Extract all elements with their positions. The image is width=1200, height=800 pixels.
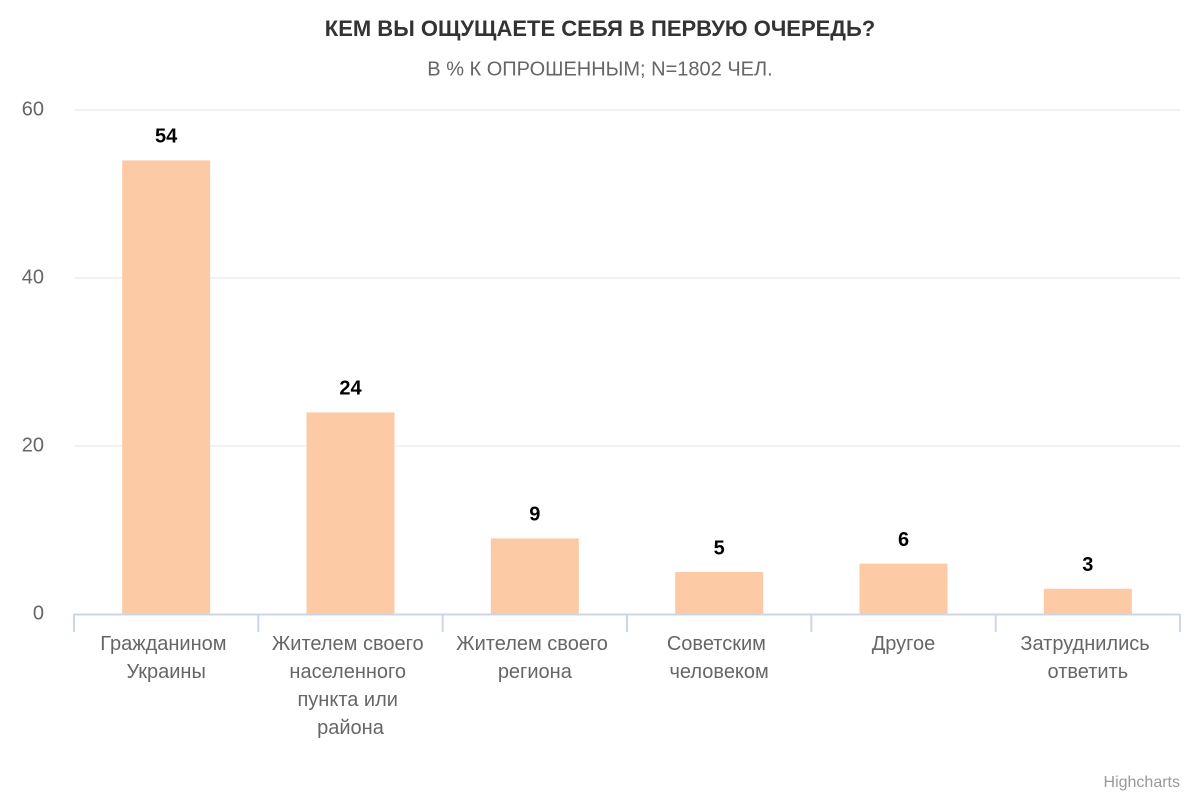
bar [306,412,395,614]
chart-subtitle: В % К ОПРОШЕННЫМ; N=1802 ЧЕЛ. [427,58,772,80]
data-label: 54 [155,126,178,148]
x-tick-label: Жителем своего региона [456,633,613,683]
bar [490,538,579,614]
y-tick-label: 60 [22,98,44,120]
data-label: 6 [898,529,909,551]
data-label: 24 [339,378,362,400]
bar [859,563,948,614]
x-tick-label: Другое [872,633,936,655]
bar [675,572,764,614]
x-tick-label: Гражданином Украины [100,633,232,683]
bar [122,160,211,614]
x-tick-label: Советским человеком [667,633,772,683]
data-label: 9 [529,504,540,526]
x-tick-label: Затруднились ответить [1020,633,1155,683]
y-tick-label: 0 [33,602,44,624]
data-label: 5 [714,537,725,559]
data-label: 3 [1082,554,1093,576]
credits: Highcharts [1104,774,1180,791]
bar [1043,588,1132,614]
x-tick-label: Жителем своего населенного пункта или ра… [272,633,429,739]
y-tick-label: 40 [22,266,44,288]
y-tick-label: 20 [22,434,44,456]
chart-title: КЕМ ВЫ ОЩУЩАЕТЕ СЕБЯ В ПЕРВУЮ ОЧЕРЕДЬ? [325,16,875,41]
